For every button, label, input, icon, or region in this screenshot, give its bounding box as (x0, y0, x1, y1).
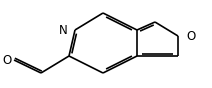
Text: O: O (186, 29, 195, 43)
Text: O: O (3, 54, 12, 67)
Text: N: N (59, 23, 68, 37)
